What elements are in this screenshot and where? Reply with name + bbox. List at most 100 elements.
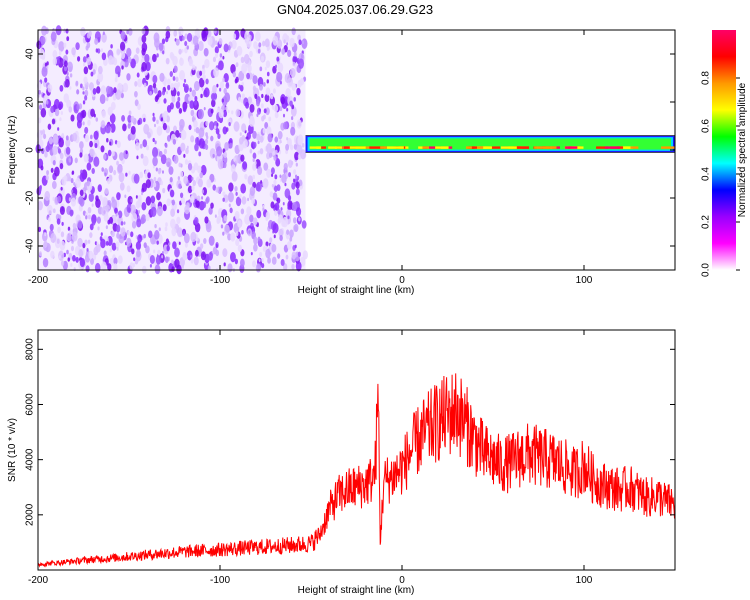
noise-speck (68, 66, 73, 73)
noise-speck (101, 196, 108, 207)
noise-speck (193, 80, 200, 92)
noise-speck (208, 121, 215, 131)
spectrogram-y-axis-label: Frequency (Hz) (7, 116, 18, 185)
noise-speck (116, 140, 121, 149)
noise-speck (84, 95, 88, 101)
noise-speck (175, 76, 179, 82)
noise-speck (265, 211, 271, 220)
noise-speck (203, 87, 210, 98)
noise-speck (115, 73, 119, 79)
colorbar-tick-label: 0.8 (701, 71, 712, 85)
noise-speck (70, 114, 75, 122)
noise-speck (237, 220, 242, 228)
noise-speck (96, 86, 101, 94)
noise-speck (44, 77, 48, 83)
noise-speck (219, 81, 225, 89)
noise-speck (201, 196, 204, 200)
signal-core-segment (321, 146, 326, 149)
noise-speck (49, 223, 54, 231)
noise-speck (270, 167, 275, 175)
noise-speck (116, 48, 121, 56)
noise-speck (291, 263, 295, 270)
noise-speck (295, 261, 302, 272)
x-tick-label: -100 (210, 575, 230, 586)
noise-speck (282, 113, 286, 118)
noise-speck (204, 144, 209, 150)
noise-speck (141, 47, 146, 56)
noise-speck (255, 31, 261, 42)
noise-speck (262, 128, 266, 134)
noise-speck (69, 86, 72, 90)
noise-speck (120, 92, 124, 99)
noise-speck (82, 242, 86, 249)
noise-speck (156, 240, 159, 245)
snr-y-axis-label: SNR (10 * v/v) (7, 418, 18, 482)
noise-speck (78, 195, 84, 205)
y-tick-label: 4000 (25, 448, 36, 471)
noise-speck (95, 117, 99, 122)
noise-speck (245, 101, 250, 109)
noise-speck (295, 162, 298, 167)
noise-speck (217, 133, 221, 140)
noise-speck (112, 57, 118, 66)
noise-speck (111, 242, 117, 251)
noise-speck (38, 251, 42, 257)
noise-speck (162, 187, 166, 194)
noise-speck (97, 145, 101, 150)
noise-speck (153, 182, 157, 188)
noise-speck (115, 65, 121, 76)
noise-speck (113, 263, 118, 271)
noise-speck (65, 138, 71, 148)
noise-speck (235, 191, 238, 196)
noise-speck (210, 108, 214, 114)
noise-speck (294, 226, 298, 232)
noise-speck (141, 61, 147, 72)
noise-speck (257, 140, 260, 145)
noise-speck (301, 143, 305, 148)
signal-band-inner (309, 138, 671, 150)
noise-speck (139, 143, 143, 149)
colorbar: 0.0 0.2 0.4 0.6 0.8 Normalized spectral ampl… (701, 30, 748, 277)
noise-speck (286, 107, 289, 112)
noise-speck (101, 110, 107, 118)
noise-speck (264, 66, 267, 71)
noise-speck (289, 67, 296, 78)
noise-speck (235, 231, 239, 236)
noise-speck (234, 210, 240, 220)
noise-speck (68, 197, 72, 202)
noise-speck (184, 93, 191, 105)
noise-speck (133, 173, 140, 184)
noise-speck (43, 240, 48, 248)
noise-speck (179, 171, 184, 178)
noise-speck (73, 188, 76, 193)
noise-speck (147, 132, 151, 139)
noise-speck (158, 227, 161, 232)
noise-speck (78, 249, 84, 258)
noise-speck (139, 171, 144, 179)
noise-speck (220, 224, 224, 229)
noise-speck (86, 32, 91, 39)
noise-speck (93, 130, 99, 140)
noise-speck (132, 262, 136, 268)
noise-speck (188, 124, 192, 131)
noise-speck (123, 221, 126, 225)
noise-speck (293, 97, 296, 102)
signal-core-segment (421, 146, 429, 149)
noise-speck (182, 231, 186, 236)
noise-speck (264, 93, 270, 103)
noise-speck (129, 262, 135, 271)
noise-speck (38, 45, 41, 50)
noise-speck (184, 159, 189, 165)
noise-speck (247, 64, 252, 73)
noise-speck (178, 162, 182, 168)
noise-speck (105, 240, 109, 246)
noise-speck (297, 34, 301, 41)
noise-speck (273, 234, 276, 239)
noise-speck (190, 254, 193, 259)
noise-speck (275, 158, 281, 167)
noise-speck (219, 53, 223, 58)
noise-speck (83, 66, 89, 75)
noise-speck (231, 171, 238, 182)
noise-speck (286, 42, 289, 46)
noise-speck (231, 39, 237, 50)
